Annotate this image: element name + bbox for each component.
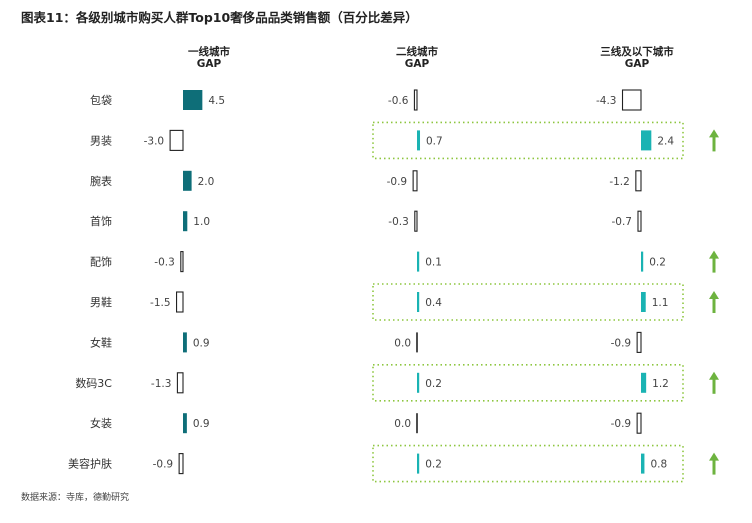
value-label: -0.9: [611, 337, 632, 349]
value-label: -0.7: [611, 216, 632, 228]
category-label: 配饰: [90, 255, 112, 269]
highlight-box: [372, 121, 684, 160]
bar: [176, 291, 184, 313]
value-label: 1.1: [652, 297, 669, 309]
chart-title: 图表11：各级别城市购买人群Top10奢侈品品类销售额（百分比差异）: [21, 10, 418, 25]
bar: [417, 372, 420, 393]
value-label: 0.9: [193, 418, 210, 430]
value-label: -4.3: [596, 95, 617, 107]
bar: [183, 90, 203, 110]
bar: [641, 292, 646, 312]
bar: [414, 210, 418, 232]
up-arrow-icon: [709, 129, 719, 152]
highlight-box: [372, 283, 684, 321]
up-arrow-icon: [709, 371, 719, 394]
value-label: 2.0: [198, 176, 215, 188]
value-label: 0.0: [394, 337, 411, 349]
bar: [417, 453, 420, 474]
bar: [413, 89, 418, 111]
column-header-2: 二线城市: [396, 45, 438, 58]
value-label: 0.8: [650, 459, 667, 471]
category-label: 男装: [90, 134, 112, 147]
value-label: 0.7: [426, 135, 443, 147]
bar: [183, 413, 187, 434]
bar: [417, 251, 420, 272]
value-label: 0.2: [425, 378, 442, 390]
value-label: -1.2: [609, 176, 630, 188]
value-label: 4.5: [208, 95, 225, 107]
bar: [641, 453, 645, 474]
bar: [416, 332, 418, 353]
value-label: -0.3: [388, 216, 409, 228]
value-label: 0.4: [425, 297, 442, 309]
bar: [183, 211, 188, 232]
category-label: 首饰: [90, 214, 112, 228]
value-label: 0.1: [425, 257, 442, 269]
bar: [636, 331, 642, 353]
value-label: 0.0: [394, 418, 411, 430]
category-label: 女鞋: [90, 335, 112, 349]
category-label: 美容护肤: [68, 457, 112, 471]
value-label: -0.9: [611, 418, 632, 430]
column-header-2: GAP: [405, 58, 430, 70]
value-label: 1.0: [193, 216, 210, 228]
value-label: -0.9: [387, 176, 408, 188]
bar: [417, 292, 420, 312]
bar: [641, 130, 652, 151]
column-header-1: 一线城市: [188, 45, 230, 58]
bar: [412, 170, 418, 192]
value-label: 0.2: [425, 459, 442, 471]
category-label: 数码3C: [75, 377, 112, 390]
up-arrow-icon: [709, 250, 719, 273]
column-header-1: GAP: [197, 58, 222, 70]
bar: [178, 453, 184, 475]
value-label: -3.0: [144, 135, 165, 147]
category-label: 男鞋: [90, 295, 112, 309]
value-label: -0.9: [153, 459, 174, 471]
column-header-3: 三线及以下城市: [600, 45, 674, 58]
bar: [637, 210, 642, 232]
bar: [169, 129, 184, 151]
value-label: -0.3: [154, 257, 175, 269]
value-label: 0.2: [649, 257, 666, 269]
column-header-3: GAP: [625, 58, 650, 70]
bar: [641, 372, 647, 393]
category-label: 腕表: [90, 174, 112, 188]
bar: [621, 89, 642, 111]
bar: [183, 332, 187, 353]
up-arrow-icon: [709, 452, 719, 475]
bar: [635, 170, 642, 192]
value-label: -0.6: [388, 95, 409, 107]
bar: [180, 251, 184, 273]
bar: [636, 412, 642, 434]
category-label: 包袋: [90, 93, 112, 107]
bar: [416, 413, 418, 434]
category-label: 女装: [90, 416, 112, 430]
bar: [417, 130, 421, 151]
bar: [641, 251, 644, 272]
value-label: 2.4: [657, 135, 674, 147]
up-arrow-icon: [709, 291, 719, 313]
value-label: 0.9: [193, 337, 210, 349]
bar: [183, 170, 192, 191]
bar: [176, 372, 184, 394]
value-label: -1.3: [151, 378, 172, 390]
highlight-box: [372, 363, 684, 402]
highlight-box: [372, 444, 684, 483]
source-note: 数据来源：寺库，德勤研究: [21, 493, 130, 503]
value-label: 1.2: [652, 378, 669, 390]
value-label: -1.5: [150, 297, 171, 309]
